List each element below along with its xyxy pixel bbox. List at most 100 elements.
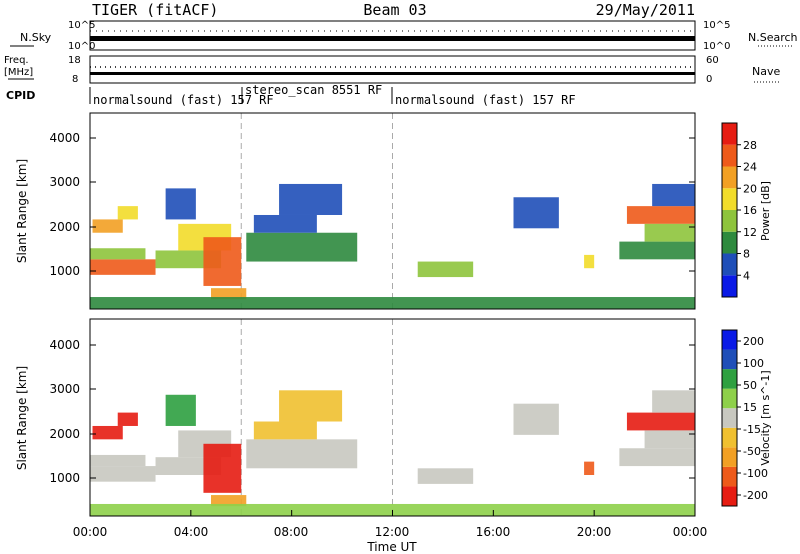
velocity-ytick-1: 1000 [49,471,80,485]
echo-region [279,390,343,422]
colorbar-cell [722,447,737,467]
echo-region [644,430,695,449]
echo-region [584,461,595,475]
echo-region [203,237,242,286]
echo-region [165,188,196,220]
colorbar-cell [722,427,737,448]
echo-region [211,495,247,507]
echo-region [246,232,358,262]
colorbar-tick-label: 8 [743,248,750,261]
velocity-ytick-4: 4000 [49,338,80,352]
freq-left-tick-top: 18 [68,55,81,66]
velocity-colorbar-label: Velocity [m s^-1] [759,370,772,465]
colorbar-cell [722,231,737,254]
colorbar-cell [722,369,737,389]
colorbar-tick-label: -15 [743,423,761,436]
cpid-segment-2: stereo_scan 8551 RF [245,83,382,97]
x-tick-0: 00:00 [73,525,108,539]
freq-left-tick-bottom: 8 [72,74,78,85]
freq-trace [90,72,695,75]
power-ylabel: Slant Range [km] [15,159,29,263]
freq-right-tick-top: 60 [706,55,719,66]
noise-left-tick-bottom: 10^0 [68,41,95,52]
echo-region [203,443,242,493]
freq-right-tick-bottom: 0 [706,74,712,85]
colorbar-cell [722,210,737,232]
colorbar-cell [722,388,737,409]
velocity-marks [90,319,695,516]
colorbar-cell [722,253,737,276]
colorbar-cell [722,166,737,189]
echo-region [513,403,559,435]
echo-region [644,223,695,242]
velocity-ylabel: Slant Range [km] [15,366,29,470]
echo-region [253,421,317,440]
echo-region [117,412,138,426]
power-ytick-4: 4000 [49,131,80,145]
colorbar-tick-label: 12 [743,226,757,239]
colorbar-cell [722,144,737,167]
noise-right-tick-bottom: 10^0 [703,41,730,52]
colorbar-tick-label: 15 [743,401,757,414]
freq-panel: Freq. [MHz] Nave 18 8 60 0 [4,55,780,85]
colorbar-tick-label: 100 [743,357,764,370]
colorbar-tick-label: -100 [743,467,768,480]
noise-right-label: N.Search [748,31,798,44]
colorbar-tick-label: 4 [743,269,750,282]
power-ytick-2: 2000 [49,220,80,234]
noise-right-tick-top: 10^5 [703,20,730,31]
header-date: 29/May/2011 [596,1,695,19]
power-ytick-1: 1000 [49,264,80,278]
colorbar-cell [722,330,737,350]
cpid-label: CPID [6,89,35,102]
echo-region [626,412,695,431]
echo-region [279,183,343,215]
colorbar-cell [722,188,737,210]
velocity-ytick-3: 3000 [49,382,80,396]
x-tick-1: 04:00 [174,525,209,539]
x-tick-4: 16:00 [476,525,511,539]
echo-region [211,288,247,300]
echo-region [92,425,123,440]
velocity-panel: Slant Range [km] 1000 2000 3000 4000 00:… [15,318,708,554]
echo-region [417,468,474,484]
freq-left-unit: [MHz] [4,67,33,78]
echo-region [90,297,695,309]
freq-left-label: Freq. [4,55,29,66]
echo-region [165,394,196,426]
echo-region [584,254,595,269]
echo-region [253,214,317,233]
power-marks [90,113,695,309]
noise-left-tick-top: 10^5 [68,20,95,31]
echo-region [652,183,695,207]
colorbar-cell [722,486,737,506]
echo-region [513,197,559,229]
colorbar-cell [722,408,737,428]
velocity-colorbar: Velocity [m s^-1] 200 100 50 15 -15 -50 -100 -2… [721,329,772,507]
x-axis-label: Time UT [366,540,417,554]
echo-region [92,219,123,233]
x-tick-5: 20:00 [577,525,612,539]
cpid-segment-3: normalsound (fast) 157 RF [395,93,576,107]
echo-region [90,503,695,516]
cpid-segment-1: normalsound (fast) 157 RF [93,93,274,107]
echo-region [626,206,695,224]
x-tick-3: 12:00 [375,525,410,539]
power-colorbar-label: Power [dB] [759,181,772,241]
echo-region [90,466,156,482]
colorbar-tick-label: 16 [743,204,757,217]
x-tick-6: 00:00 [673,525,708,539]
header-beam: Beam 03 [363,1,426,19]
echo-region [619,448,695,467]
echo-region [117,206,138,220]
cpid-panel: CPID normalsound (fast) 157 RF stereo_sc… [6,83,576,107]
colorbar-tick-label: 50 [743,379,757,392]
colorbar-cell [722,349,737,370]
noise-left-label: N.Sky [20,31,52,44]
echo-region [246,439,358,469]
power-colorbar: Power [dB] 4 8 12 16 20 24 28 [721,122,772,298]
echo-region [417,261,474,278]
echo-region [652,390,695,413]
colorbar-tick-label: -50 [743,445,761,458]
